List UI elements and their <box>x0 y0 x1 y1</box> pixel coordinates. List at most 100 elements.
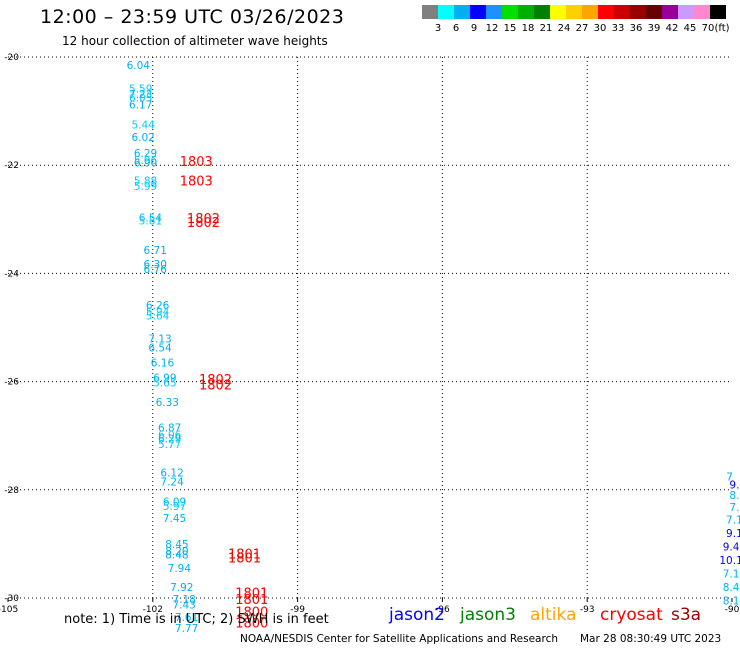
legend-label: 27 <box>575 23 589 34</box>
wave-height-label: 6.30 <box>144 259 167 271</box>
legend-label: 24 <box>557 23 571 34</box>
wave-height-label: 6.33 <box>156 397 179 409</box>
satellite-name-cryosat: cryosat <box>600 605 663 625</box>
time-label: 1801 <box>228 548 261 563</box>
time-label: 1802 <box>187 216 220 231</box>
time-label: 1802 <box>199 378 232 393</box>
wave-height-label: 7.18 <box>172 594 195 606</box>
wave-height-label: 8.48 <box>165 550 188 562</box>
legend-swatch <box>614 5 630 19</box>
wave-height-label: 5.77 <box>158 439 181 451</box>
wave-height-label: 7.45 <box>163 513 186 525</box>
wave-height-label: 7.43 <box>172 599 195 611</box>
x-tick-label: -93 <box>580 605 595 615</box>
time-label: 1801 <box>228 551 261 566</box>
wave-height-label: 8. <box>729 490 739 502</box>
legend-swatch <box>486 5 502 19</box>
legend-label: 18 <box>521 23 535 34</box>
y-tick-label: -22 <box>4 161 19 171</box>
wave-height-label: 9.1 <box>726 528 740 540</box>
wave-height-label: 8.20 <box>165 546 188 558</box>
legend-label: 9 <box>470 23 478 34</box>
wave-height-label: 5.81 <box>139 215 162 227</box>
wave-height-label: 6.76 <box>144 264 168 276</box>
wave-height-label: 7.92 <box>170 582 193 594</box>
wave-height-label: 5.97 <box>163 501 186 513</box>
wave-height-label: 5.94 <box>146 306 170 318</box>
satellite-name-s3a: s3a <box>671 605 702 625</box>
time-label: 1803 <box>180 155 213 170</box>
time-label: 1803 <box>180 174 213 189</box>
y-tick-label: -26 <box>4 378 19 388</box>
legend-swatch <box>534 5 550 19</box>
wave-height-label: 6.17 <box>129 100 152 112</box>
wave-height-label: 5.44 <box>131 120 155 132</box>
wave-height-label: 5.59 <box>129 83 152 95</box>
wave-height-label: 6.26 <box>146 300 170 312</box>
wave-height-label: 5.88 <box>134 175 157 187</box>
wave-height-label: 7. <box>729 502 739 514</box>
note-text: note: 1) Time is in UTC; 2) SWH is in fe… <box>64 612 329 627</box>
wave-height-label: 5.65 <box>153 378 176 390</box>
legend-swatch <box>582 5 598 19</box>
satellite-name-altika: altika <box>530 605 577 625</box>
legend-label: 45 <box>683 23 697 34</box>
chart-title: 12:00 – 23:59 UTC 03/26/2023 <box>40 6 345 28</box>
wave-height-label: 8.48 <box>723 582 740 594</box>
legend-swatch <box>454 5 470 19</box>
y-tick-label: -24 <box>4 269 19 279</box>
x-tick-label: -99 <box>290 605 305 615</box>
wave-height-label: 6.09 <box>163 497 186 509</box>
x-tick-label: -96 <box>435 605 450 615</box>
legend-label: 12 <box>485 23 499 34</box>
y-tick-label: -20 <box>4 53 19 63</box>
legend-swatch <box>678 5 694 19</box>
wave-height-label: 9. <box>729 479 739 491</box>
wave-height-label: 8.18 <box>723 596 740 608</box>
legend-label: 6 <box>452 23 460 34</box>
legend-label: 21 <box>539 23 553 34</box>
time-label: 1800 <box>235 606 268 621</box>
time-label: 1801 <box>235 587 268 602</box>
x-tick-label: -90 <box>725 605 740 615</box>
legend-swatch <box>710 5 726 19</box>
wave-height-label: 7.13 <box>148 333 171 345</box>
legend-label: 36 <box>629 23 643 34</box>
legend-swatch <box>630 5 646 19</box>
wave-height-label: 6.71 <box>144 245 167 257</box>
time-label: 1801 <box>235 593 268 608</box>
legend-swatch <box>470 5 486 19</box>
legend-swatch <box>422 5 438 19</box>
wave-height-label: 6.87 <box>158 423 181 435</box>
wave-height-label: 6.29 <box>158 433 181 445</box>
wave-height-label: 7.24 <box>160 477 184 489</box>
wave-height-label: 7.1 <box>726 515 740 527</box>
y-tick-label: -30 <box>4 594 19 604</box>
legend-swatch <box>566 5 582 19</box>
wave-height-label: 7.77 <box>175 623 198 635</box>
legend-label: 33 <box>611 23 625 34</box>
wave-height-label: 5.99 <box>134 181 157 193</box>
timestamp-text: Mar 28 08:30:49 UTC 2023 <box>580 633 722 645</box>
wave-height-label: 10.18 <box>719 555 740 567</box>
wave-height-label: 5.64 <box>146 311 170 323</box>
wave-height-label: 6.16 <box>151 358 175 370</box>
wave-height-label: 6.12 <box>160 467 183 479</box>
time-label: 1802 <box>187 212 220 227</box>
legend-swatch <box>502 5 518 19</box>
wave-height-label: 6.06 <box>158 430 182 442</box>
legend-swatch <box>694 5 710 19</box>
y-tick-label: -28 <box>4 486 19 496</box>
wave-height-label: 7.23 <box>129 89 152 101</box>
legend-label: 70 <box>701 23 715 34</box>
wave-height-label: 7 <box>726 471 733 483</box>
legend-swatch <box>518 5 534 19</box>
chart-subtitle: 12 hour collection of altimeter wave hei… <box>62 34 328 48</box>
legend-unit: (ft) <box>714 23 730 34</box>
legend-label: 3 <box>434 23 442 34</box>
legend-swatch <box>662 5 678 19</box>
satellite-name-jason2: jason2 <box>389 605 445 625</box>
credit-text: NOAA/NESDIS Center for Satellite Applica… <box>240 633 558 645</box>
wave-height-label: 6.54 <box>148 343 172 355</box>
